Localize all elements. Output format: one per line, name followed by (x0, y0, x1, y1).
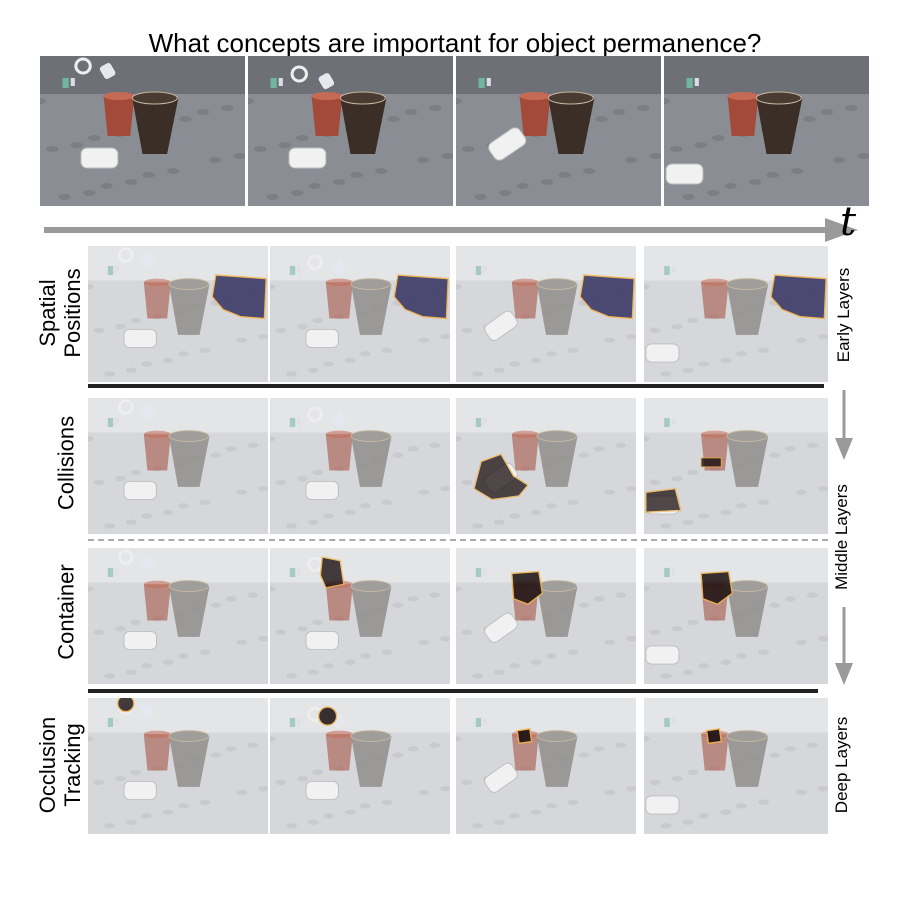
spatial-frame-3 (456, 246, 636, 382)
container-frame-4 (644, 548, 828, 684)
video-frame-1 (40, 56, 245, 206)
time-axis-label: t (840, 199, 857, 245)
occlusion-frame-2 (270, 698, 450, 834)
spatial-frame-2 (270, 246, 450, 382)
down-arrow-2 (835, 607, 853, 685)
collisions-frame-2 (270, 398, 450, 534)
occlusion-frame-1 (88, 698, 268, 834)
layer-label-early: Early Layers (834, 267, 853, 363)
down-arrow-1 (835, 390, 853, 460)
collisions-frame-1 (88, 398, 268, 534)
time-arrow (44, 218, 858, 242)
container-frame-3 (456, 548, 636, 684)
layer-label-middle: Middle Layers (832, 484, 851, 590)
occlusion-frame-3 (456, 698, 636, 834)
container-frame-2 (270, 548, 450, 684)
spatial-frame-4 (644, 246, 828, 382)
video-frame-2 (248, 56, 453, 206)
row-label-occlusion-tracking: Occlusion Tracking (35, 716, 85, 814)
separator-dashed (88, 539, 828, 541)
spatial-frame-1 (88, 246, 268, 382)
video-frame-4 (664, 56, 869, 206)
row-label-container: Container (53, 564, 79, 660)
separator-early-middle (88, 384, 824, 388)
row-label-spatial-positions: Spatial Positions (35, 268, 85, 358)
collisions-frame-4 (644, 398, 828, 534)
occlusion-frame-4 (644, 698, 828, 834)
separator-middle-deep (88, 689, 818, 693)
video-frame-3 (456, 56, 661, 206)
row-label-collisions: Collisions (53, 415, 79, 511)
collisions-frame-3 (456, 398, 636, 534)
container-frame-1 (88, 548, 268, 684)
figure-title: What concepts are important for object p… (148, 28, 762, 58)
layer-label-deep: Deep Layers (832, 716, 851, 814)
